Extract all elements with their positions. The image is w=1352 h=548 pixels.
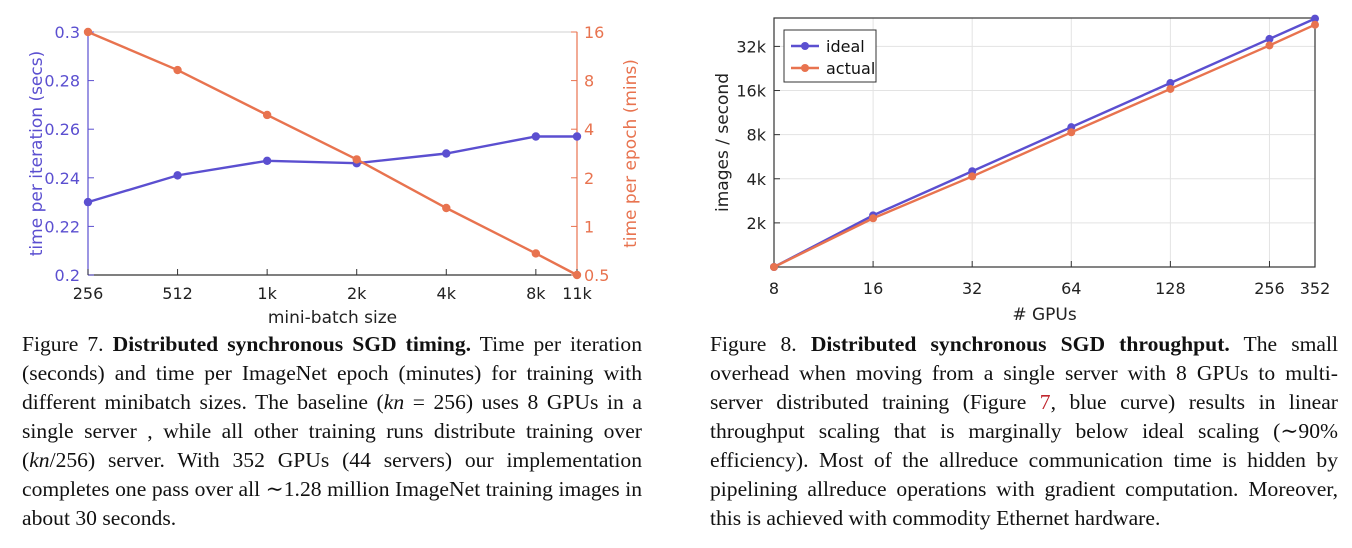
data-point	[1311, 14, 1319, 23]
figure-8: 2k 4k 8k 16k 32k 8 16 32 64 128 256 352 # GPUs images…	[690, 0, 1352, 548]
y2-tick-label: 8	[584, 72, 594, 91]
x-axis-label: # GPUs	[1012, 305, 1077, 325]
series-line-epoch	[87, 30, 578, 277]
legend-marker	[801, 64, 809, 72]
caption-text: , blue curve) results in linear throughp…	[710, 390, 1338, 530]
y2-tick-label: 16	[584, 23, 604, 42]
data-point	[968, 172, 977, 181]
x-tick-label: 256	[1254, 279, 1285, 298]
data-point	[173, 65, 182, 75]
y-tick-label: 0.2	[55, 266, 80, 285]
data-point	[1265, 41, 1274, 50]
caption-label: Figure 7.	[22, 332, 104, 356]
data-point	[531, 132, 541, 141]
data-point	[869, 214, 878, 223]
data-point	[83, 197, 93, 207]
data-point	[262, 156, 272, 165]
x-tick-label: 352	[1300, 279, 1331, 298]
y-tick-label: 0.26	[44, 120, 80, 139]
data-point	[770, 263, 778, 271]
plot-area	[87, 31, 578, 276]
legend-box	[783, 29, 877, 83]
y-tick-label: 16k	[736, 82, 766, 101]
figure-7: 0.2 0.22 0.24 0.26 0.28 0.3 0.5 1 2 4 8 16 256 512 1k 2…	[0, 0, 660, 548]
caption-text: = 256) uses 8 GPUs in a single server , …	[22, 390, 642, 472]
y-tick-label: 0.28	[44, 72, 80, 91]
y2-axis-label: time per epoch (mins)	[621, 59, 641, 248]
caption-text: The small overhead when moving from a si…	[710, 332, 1338, 414]
data-point	[1265, 34, 1274, 43]
y-tick-label: 0.22	[44, 217, 80, 236]
data-point	[1166, 79, 1175, 88]
x-tick-label: 32	[962, 279, 982, 298]
figure-8-caption: Figure 8. Distributed synchronous SGD th…	[710, 330, 1338, 533]
data-point	[572, 270, 582, 280]
x-tick-label: 8	[769, 279, 779, 298]
data-point	[442, 203, 451, 213]
y-tick-label: 2k	[747, 214, 767, 233]
figure-ref-link[interactable]: 7	[1039, 390, 1051, 414]
x-tick-label: 4k	[437, 284, 457, 303]
plot-area	[773, 17, 1316, 268]
caption-text: Time per iteration (seconds) and time pe…	[22, 332, 642, 414]
x-tick-label: 2k	[347, 284, 367, 303]
y-tick-label: 4k	[747, 170, 767, 189]
data-point	[83, 27, 93, 37]
y-tick-label: 0.24	[44, 169, 80, 188]
caption-text: /256) server. With 352 GPUs (44 servers)…	[22, 448, 642, 530]
y2-tick-label: 4	[584, 120, 594, 139]
caption-title: Distributed synchronous SGD timing.	[112, 332, 472, 356]
legend-marker	[801, 42, 809, 50]
caption-label: Figure 8.	[710, 332, 797, 356]
data-point	[531, 249, 541, 258]
legend-label: actual	[826, 59, 875, 78]
data-point	[352, 155, 361, 164]
y2-tick-label: 1	[584, 217, 594, 236]
caption-title: Distributed synchronous SGD throughput.	[810, 332, 1230, 356]
x-tick-label: 1k	[257, 284, 277, 303]
x-tick-label: 11k	[562, 284, 592, 303]
y2-tick-label: 0.5	[584, 266, 609, 285]
data-point	[173, 171, 182, 180]
x-tick-label: 16	[863, 279, 883, 298]
x-tick-label: 64	[1061, 279, 1081, 298]
data-point	[262, 110, 272, 120]
y-axis-label: images / second	[713, 73, 733, 212]
data-point	[1311, 20, 1319, 29]
x-tick-label: 256	[73, 284, 104, 303]
y-tick-label: 32k	[736, 37, 766, 56]
x-tick-label: 512	[162, 284, 193, 303]
data-point	[442, 149, 451, 158]
data-point	[1166, 84, 1175, 93]
math-kn: kn	[29, 448, 50, 472]
x-tick-label: 8k	[526, 284, 546, 303]
data-point	[1067, 128, 1076, 137]
y-tick-label: 0.3	[55, 23, 80, 42]
chart-throughput: 2k 4k 8k 16k 32k 8 16 32 64 128 256 352 # GPUs images…	[713, 14, 1331, 325]
legend-label: ideal	[826, 37, 865, 56]
y-tick-label: 8k	[747, 126, 767, 145]
chart-timing: 0.2 0.22 0.24 0.26 0.28 0.3 0.5 1 2 4 8 16 256 512 1k 2…	[27, 23, 641, 328]
data-point	[572, 132, 582, 141]
math-kn: kn	[383, 390, 405, 414]
x-tick-label: 128	[1155, 279, 1186, 298]
x-axis-label: mini-batch size	[268, 308, 397, 328]
figure-7-caption: Figure 7. Distributed synchronous SGD ti…	[22, 330, 642, 533]
y2-tick-label: 2	[584, 169, 594, 188]
y-axis-label: time per iteration (secs)	[27, 51, 47, 256]
